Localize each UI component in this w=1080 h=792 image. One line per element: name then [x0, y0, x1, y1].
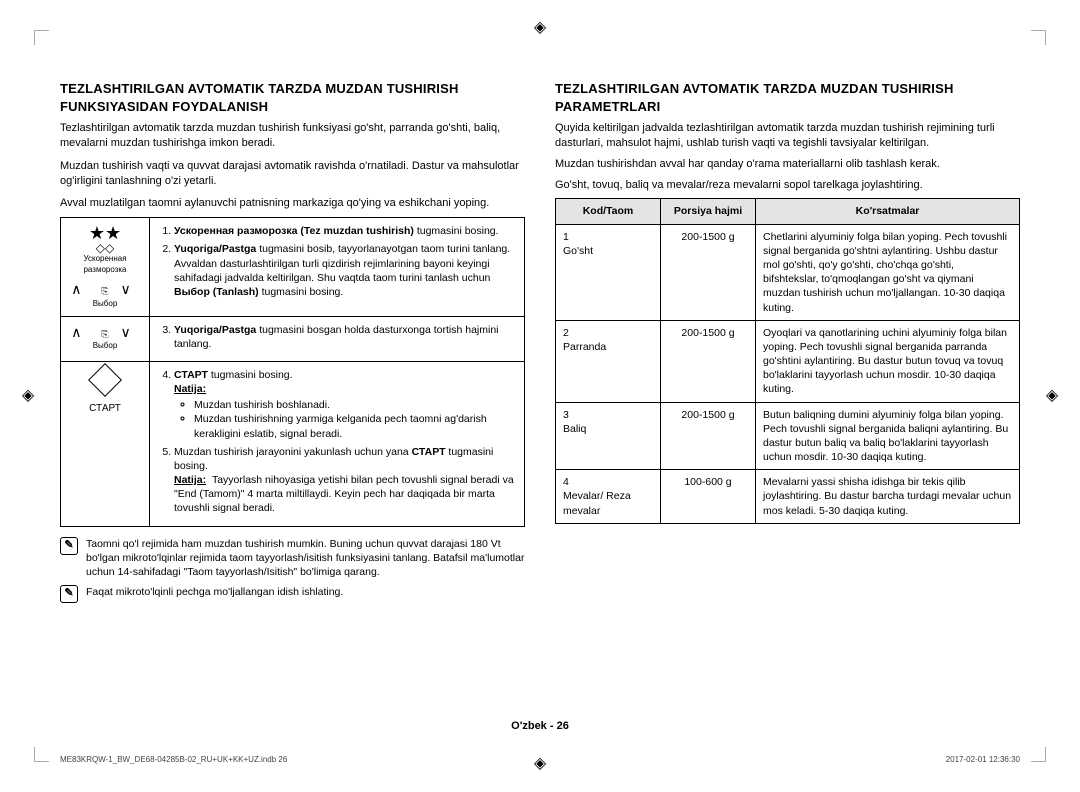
defrost-icon-stars: ★★: [71, 224, 138, 242]
step-icon-cell-1: ★★ ◇◇ Ускоренная разморозка ∧ ⎘ ∨ Выбор: [61, 218, 150, 316]
step1-bold: Ускоренная разморозка (Tez muzdan tushir…: [174, 225, 414, 237]
params-table: Kod/Taom Porsiya hajmi Ko'rsatmalar 1 Go…: [555, 198, 1020, 523]
left-heading: TEZLASHTIRILGAN AVTOMATIK TARZDA MUZDAN …: [60, 80, 525, 115]
left-intro-2: Muzdan tushirish vaqti va quvvat darajas…: [60, 159, 525, 189]
params-text: Oyoqlari va qanotlarining uchini alyumin…: [756, 320, 1020, 402]
step4-lead: СТАРТ: [174, 369, 208, 381]
step-icon-cell-3: СТАРТ: [61, 361, 150, 526]
step2-lead: Yuqoriga/Pastga: [174, 243, 256, 255]
step4-bullet-1: Muzdan tushirish boshlanadi.: [194, 398, 516, 412]
note-2-text: Faqat mikroto'lqinli pechga mo'ljallanga…: [86, 585, 343, 603]
registration-mark-icon: ◈: [532, 20, 548, 36]
params-code-cell: 2 Parranda: [556, 320, 661, 402]
params-name: Parranda: [563, 341, 606, 353]
start-icon: СТАРТ: [69, 368, 141, 416]
params-code-cell: 4 Mevalar/ Reza mevalar: [556, 470, 661, 524]
page: ◈ ◈ ◈ ◈ TEZLASHTIRILGAN AVTOMATIK TARZDA…: [0, 0, 1080, 792]
params-code-cell: 3 Baliq: [556, 402, 661, 470]
params-row: 4 Mevalar/ Reza mevalar 100-600 g Mevala…: [556, 470, 1020, 524]
params-row: 3 Baliq 200-1500 g Butun baliqning dumin…: [556, 402, 1020, 470]
right-intro-1: Quyida keltirilgan jadvalda tezlashtiril…: [555, 121, 1020, 151]
step-text-4-5: СТАРТ tugmasini bosing. Natija: Muzdan t…: [150, 361, 525, 526]
params-name: Go'sht: [563, 245, 593, 257]
params-text: Mevalarni yassi shisha idishga bir tekis…: [756, 470, 1020, 524]
params-row: 2 Parranda 200-1500 g Oyoqlari va qanotl…: [556, 320, 1020, 402]
step5-bold: СТАРТ: [412, 446, 446, 458]
step4-text: tugmasini bosing.: [208, 369, 293, 381]
registration-mark-icon: ◈: [1044, 388, 1060, 404]
crop-mark: [34, 30, 49, 45]
params-name: Mevalar/ Reza mevalar: [563, 490, 631, 516]
step3-lead: Yuqoriga/Pastga: [174, 324, 256, 336]
select-arrows-icon: ∧ ⎘ ∨ Выбор: [71, 323, 138, 353]
note-icon: ✎: [60, 537, 78, 555]
params-code: 3: [563, 409, 569, 421]
registration-mark-icon: ◈: [20, 388, 36, 404]
params-code-cell: 1 Go'sht: [556, 224, 661, 320]
right-intro-3: Go'sht, tovuq, baliq va mevalar/reza mev…: [555, 178, 1020, 193]
defrost-icon-drops: ◇◇: [71, 242, 138, 254]
params-code: 1: [563, 231, 569, 243]
defrost-icon-label-2: разморозка: [71, 265, 138, 276]
up-down-arrows-icon: ∧ ⎘ ∨: [71, 281, 138, 297]
steps-row-3: СТАРТ СТАРТ tugmasini bosing. Natija: Mu…: [61, 361, 525, 526]
params-header-row: Kod/Taom Porsiya hajmi Ko'rsatmalar: [556, 199, 1020, 224]
params-portion: 200-1500 g: [661, 320, 756, 402]
steps-table: ★★ ◇◇ Ускоренная разморозка ∧ ⎘ ∨ Выбор: [60, 217, 525, 526]
select-label-2: Выбор: [71, 341, 138, 352]
step5-text: Muzdan tushirish jarayonini yakunlash uc…: [174, 446, 412, 458]
note-icon: ✎: [60, 585, 78, 603]
crop-mark: [1031, 30, 1046, 45]
params-th-code: Kod/Taom: [556, 199, 661, 224]
print-file-info: ME83KRQW-1_BW_DE68-04285B-02_RU+UK+KK+UZ…: [60, 755, 287, 766]
steps-row-2: ∧ ⎘ ∨ Выбор Yuqoriga/Pastga tugmasini bo…: [61, 316, 525, 361]
note-1: ✎ Taomni qo'l rejimida ham muzdan tushir…: [60, 537, 525, 580]
left-column: TEZLASHTIRILGAN AVTOMATIK TARZDA MUZDAN …: [60, 80, 525, 609]
params-text: Chetlarini alyuminiy folga bilan yoping.…: [756, 224, 1020, 320]
start-label: СТАРТ: [69, 402, 141, 416]
params-code: 2: [563, 327, 569, 339]
steps-row-1: ★★ ◇◇ Ускоренная разморозка ∧ ⎘ ∨ Выбор: [61, 218, 525, 316]
content-columns: TEZLASHTIRILGAN AVTOMATIK TARZDA MUZDAN …: [60, 80, 1020, 609]
params-code: 4: [563, 476, 569, 488]
step-text-1-2: Ускоренная разморозка (Tez muzdan tushir…: [150, 218, 525, 316]
natija-label-1: Natija:: [174, 383, 206, 395]
params-tbody: 1 Go'sht 200-1500 g Chetlarini alyuminiy…: [556, 224, 1020, 523]
select-label: Выбор: [71, 299, 138, 310]
crop-mark: [34, 747, 49, 762]
step2-tail: tugmasini bosing.: [259, 286, 344, 298]
step4-bullet-2: Muzdan tushirishning yarmiga kelganida p…: [194, 412, 516, 440]
params-text: Butun baliqning dumini alyuminiy folga b…: [756, 402, 1020, 470]
params-th-instr: Ko'rsatmalar: [756, 199, 1020, 224]
defrost-icon-label-1: Ускоренная: [71, 254, 138, 265]
registration-mark-icon: ◈: [532, 756, 548, 772]
step1-tail: tugmasini bosing.: [414, 225, 499, 237]
params-name: Baliq: [563, 423, 586, 435]
right-intro-2: Muzdan tushirishdan avval har qanday o'r…: [555, 157, 1020, 172]
params-portion: 200-1500 g: [661, 224, 756, 320]
left-intro-3: Avval muzlatilgan taomni aylanuvchi patn…: [60, 196, 525, 211]
params-portion: 100-600 g: [661, 470, 756, 524]
defrost-icon: ★★ ◇◇ Ускоренная разморозка ∧ ⎘ ∨ Выбор: [71, 224, 138, 309]
right-heading: TEZLASHTIRILGAN AVTOMATIK TARZDA MUZDAN …: [555, 80, 1020, 115]
natija-label-2: Natija:: [174, 474, 206, 486]
crop-mark: [1031, 747, 1046, 762]
up-down-arrows-icon: ∧ ⎘ ∨: [71, 324, 138, 340]
start-diamond-icon: [88, 363, 122, 397]
params-th-portion: Porsiya hajmi: [661, 199, 756, 224]
note-2: ✎ Faqat mikroto'lqinli pechga mo'ljallan…: [60, 585, 525, 603]
note-1-text: Taomni qo'l rejimida ham muzdan tushiris…: [86, 537, 525, 580]
params-row: 1 Go'sht 200-1500 g Chetlarini alyuminiy…: [556, 224, 1020, 320]
step5-natija: Tayyorlash nihoyasiga yetishi bilan pech…: [174, 474, 514, 514]
print-date-info: 2017-02-01 12:36:30: [946, 755, 1020, 766]
left-intro-1: Tezlashtirilgan avtomatik tarzda muzdan …: [60, 121, 525, 151]
page-footer: O'zbek - 26: [0, 719, 1080, 734]
params-portion: 200-1500 g: [661, 402, 756, 470]
step2-bold: Выбор (Tanlash): [174, 286, 259, 298]
step-text-3: Yuqoriga/Pastga tugmasini bosgan holda d…: [150, 316, 525, 361]
step-icon-cell-2: ∧ ⎘ ∨ Выбор: [61, 316, 150, 361]
right-column: TEZLASHTIRILGAN AVTOMATIK TARZDA MUZDAN …: [555, 80, 1020, 609]
